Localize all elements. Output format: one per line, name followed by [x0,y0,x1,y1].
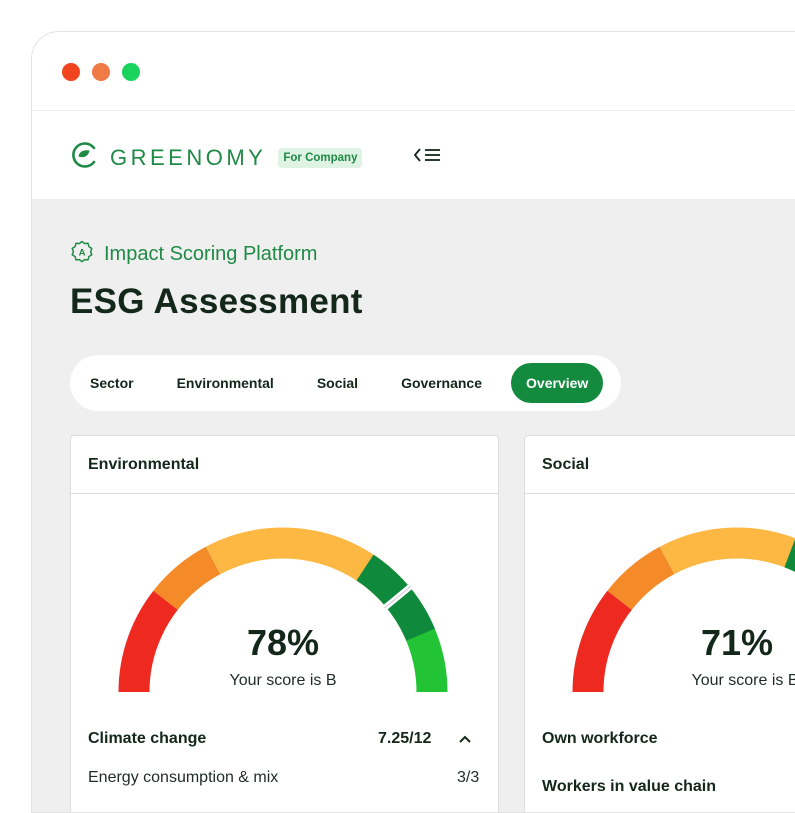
environmental-score-value: 78% [246,622,320,663]
minimize-window-button[interactable] [92,63,110,81]
window-titlebar [32,32,795,111]
platform-label: A Impact Scoring Platform [70,240,317,269]
gauge-segment-orange [607,546,675,611]
gauge-segment-red [118,590,179,693]
collapse-menu-icon[interactable] [414,147,444,163]
maximize-window-button[interactable] [122,63,140,81]
gauge-segment-orange [153,546,221,611]
tab-social[interactable]: Social [316,375,359,391]
climate-change-row-value: 7.25/12 [378,730,432,747]
environmental-score-text: Your score is B [229,672,337,689]
climate-change-row-label[interactable]: Climate change [88,730,207,747]
close-window-button[interactable] [62,63,80,81]
tab-overview[interactable]: Overview [511,363,604,403]
brand-name: GREENOMY [110,144,267,170]
browser-window: GREENOMY For Company A Impact Scoring Pl… [31,31,795,813]
social-card: Social 71% Your score is B Own workforce… [524,435,795,812]
chevron-up-icon[interactable] [458,732,472,750]
assessment-tabs: Sector Environmental Social Governance O… [70,355,621,411]
card-title: Environmental [71,436,498,494]
energy-consumption-row-label: Energy consumption & mix [88,769,279,786]
card-title: Social [525,436,795,494]
gauge-score-band [784,539,795,572]
platform-label-text: Impact Scoring Platform [104,243,318,265]
gauge-segment-red [572,590,633,693]
badge-a-icon: A [70,240,94,269]
app-header: GREENOMY For Company [32,111,795,200]
social-score-gauge [572,527,795,693]
own-workforce-row-label[interactable]: Own workforce [542,730,658,747]
tab-governance[interactable]: Governance [401,375,483,391]
gauge-score-marker-outline [384,585,412,609]
page-title: ESG Assessment [70,282,363,321]
tab-sector[interactable]: Sector [90,375,134,391]
social-score-text: Your score is B [691,672,795,689]
tab-environmental[interactable]: Environmental [176,375,274,391]
workers-value-chain-row-label[interactable]: Workers in value chain [542,778,716,795]
gauge-segment-yellow [659,527,795,575]
energy-consumption-row-value: 3/3 [457,769,480,786]
leaf-logo-icon [70,141,98,174]
brand-logo[interactable]: GREENOMY For Company [70,141,363,174]
company-badge: For Company [278,147,363,168]
environmental-card: Environmental 78% Your score is B Climat… [70,435,499,812]
main-content: A Impact Scoring Platform ESG Assessment… [32,200,795,812]
svg-text:A: A [79,248,86,259]
environmental-score-gauge [118,527,448,693]
social-score-value: 71% [700,622,774,663]
